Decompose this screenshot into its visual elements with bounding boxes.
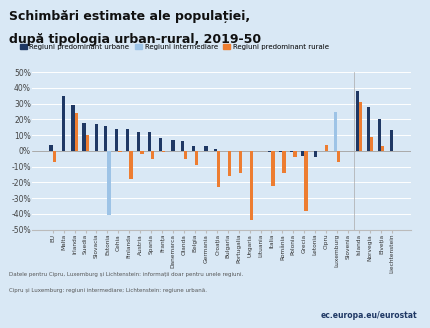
Bar (108, 151, 111, 215)
Bar (214, 149, 217, 151)
Bar (217, 151, 220, 187)
Legend: Regiuni predominant urbane, Regiuni intermediare, Regiuni predominant rurale: Regiuni predominant urbane, Regiuni inte… (17, 41, 332, 53)
Bar (313, 151, 317, 157)
Bar (75, 113, 78, 151)
Bar (115, 129, 118, 151)
Bar (381, 146, 384, 151)
Bar (162, 151, 166, 153)
Bar (304, 151, 307, 211)
Text: Datele pentru Cipru, Luxemburg și Lichtenstein: informații doar pentru unele reg: Datele pentru Cipru, Luxemburg și Lichte… (9, 272, 243, 277)
Bar (356, 91, 359, 151)
Bar (367, 107, 370, 151)
Bar (104, 126, 108, 151)
Bar (293, 151, 297, 157)
Bar (370, 137, 373, 151)
Text: Schimbări estimate ale populației,: Schimbări estimate ale populației, (9, 10, 250, 23)
Bar (301, 151, 304, 155)
Bar (95, 124, 98, 151)
Bar (279, 151, 283, 153)
Bar (184, 151, 187, 159)
Bar (378, 119, 381, 151)
Bar (271, 151, 275, 186)
Bar (204, 146, 208, 151)
Bar (239, 151, 242, 173)
Bar (337, 151, 341, 162)
Bar (86, 135, 89, 151)
Bar (268, 151, 271, 153)
Bar (151, 151, 154, 159)
Text: după tipologia urban-rural, 2019-50: după tipologia urban-rural, 2019-50 (9, 33, 261, 46)
Text: Cipru și Luxemburg: regiuni intermediare; Lichtenstein: regiune urbană.: Cipru și Luxemburg: regiuni intermediare… (9, 288, 206, 293)
Text: ec.europa.eu/eurostat: ec.europa.eu/eurostat (320, 311, 417, 320)
Bar (148, 132, 151, 151)
Bar (359, 102, 362, 151)
Bar (192, 146, 195, 151)
Bar (137, 132, 140, 151)
Bar (290, 151, 293, 153)
Bar (62, 96, 65, 151)
Bar (195, 151, 198, 165)
Bar (181, 141, 184, 151)
Bar (250, 151, 253, 220)
Bar (53, 151, 56, 162)
Bar (228, 151, 231, 176)
Bar (82, 123, 86, 151)
Bar (140, 151, 144, 154)
Bar (325, 145, 328, 151)
Bar (334, 112, 337, 151)
Bar (126, 129, 129, 151)
Bar (390, 131, 393, 151)
Bar (159, 138, 162, 151)
Bar (283, 151, 286, 173)
Bar (71, 105, 75, 151)
Bar (172, 140, 175, 151)
Bar (129, 151, 132, 179)
Bar (49, 145, 53, 151)
Bar (118, 151, 122, 153)
